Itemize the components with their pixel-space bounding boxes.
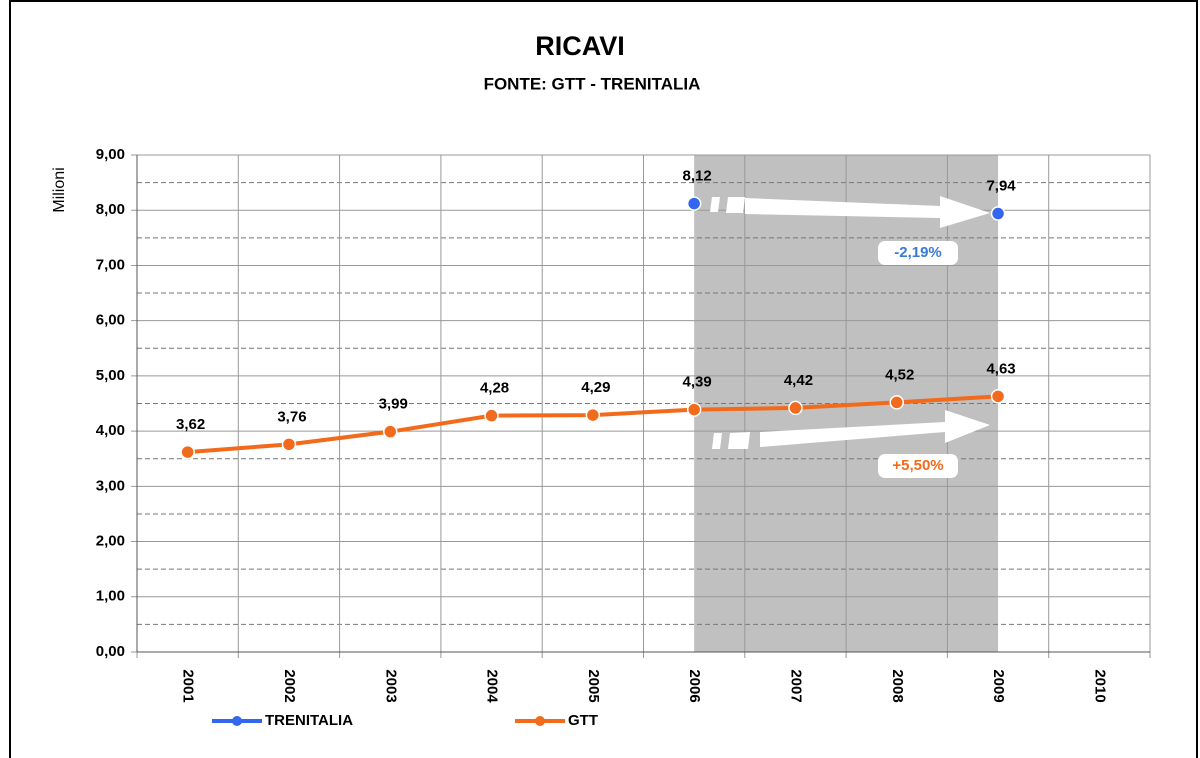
y-tick-label: 5,00 bbox=[96, 367, 125, 384]
y-tick-label: 9,00 bbox=[96, 146, 125, 163]
x-tick-label: 2009 bbox=[990, 669, 1007, 702]
x-tick-label: 2007 bbox=[787, 669, 804, 702]
legend-marker bbox=[232, 716, 242, 726]
data-label: 3,99 bbox=[379, 396, 408, 413]
arrow-dash bbox=[728, 432, 750, 449]
y-tick-label: 7,00 bbox=[96, 256, 125, 273]
legend-label: TRENITALIA bbox=[265, 712, 353, 729]
y-tick-label: 6,00 bbox=[96, 312, 125, 329]
data-point bbox=[990, 389, 1006, 404]
annotation: +5,50% bbox=[892, 457, 943, 474]
x-tick-label: 2001 bbox=[180, 669, 197, 702]
annotation-box bbox=[878, 241, 958, 265]
frame bbox=[9, 0, 1198, 758]
y-tick-label: 8,00 bbox=[96, 201, 125, 218]
arrow-dash bbox=[710, 197, 720, 212]
y-tick-label: 3,00 bbox=[96, 477, 125, 494]
x-tick-label: 2008 bbox=[889, 669, 906, 702]
x-tick-label: 2010 bbox=[1091, 669, 1108, 702]
x-tick-label: 2004 bbox=[484, 669, 501, 703]
data-label: 4,39 bbox=[683, 374, 712, 391]
y-axis-label: Milioni bbox=[51, 167, 68, 212]
arrow-dash bbox=[726, 197, 745, 213]
chart-title: RICAVI bbox=[535, 31, 625, 61]
data-point bbox=[686, 196, 702, 211]
data-point bbox=[990, 206, 1006, 221]
data-label: 8,12 bbox=[683, 168, 712, 185]
x-tick-label: 2006 bbox=[686, 669, 703, 702]
y-tick-label: 1,00 bbox=[96, 588, 125, 605]
arrow bbox=[760, 410, 990, 447]
data-label: 4,63 bbox=[986, 360, 1015, 377]
data-label: 3,76 bbox=[277, 408, 306, 425]
data-point bbox=[889, 395, 904, 410]
legend-label: GTT bbox=[568, 712, 598, 729]
x-tick-label: 2002 bbox=[281, 669, 298, 702]
data-label: 4,28 bbox=[480, 380, 509, 397]
data-label: 3,62 bbox=[176, 416, 205, 433]
data-point bbox=[383, 424, 398, 439]
y-tick-label: 4,00 bbox=[96, 422, 125, 439]
arrow bbox=[745, 196, 990, 228]
data-point bbox=[180, 444, 195, 460]
data-point bbox=[281, 437, 297, 452]
y-tick-label: 2,00 bbox=[96, 533, 125, 550]
data-label: 7,94 bbox=[986, 178, 1016, 195]
data-point bbox=[686, 402, 702, 417]
data-point bbox=[788, 400, 803, 416]
arrows bbox=[710, 196, 990, 449]
data-label: 4,42 bbox=[784, 372, 813, 389]
annotation: -2,19% bbox=[894, 244, 942, 261]
data-label: 4,52 bbox=[885, 366, 914, 383]
annotation-box bbox=[878, 454, 958, 478]
data-label: 4,29 bbox=[581, 379, 610, 396]
chart-subtitle: FONTE: GTT - TRENITALIA bbox=[484, 74, 701, 93]
data-point bbox=[484, 408, 499, 423]
y-tick-label: 0,00 bbox=[96, 643, 125, 660]
x-tick-label: 2003 bbox=[382, 669, 399, 702]
data-point bbox=[585, 407, 601, 423]
arrow-dash bbox=[712, 433, 722, 449]
legend-marker bbox=[535, 716, 545, 726]
x-tick-label: 2005 bbox=[585, 669, 602, 702]
